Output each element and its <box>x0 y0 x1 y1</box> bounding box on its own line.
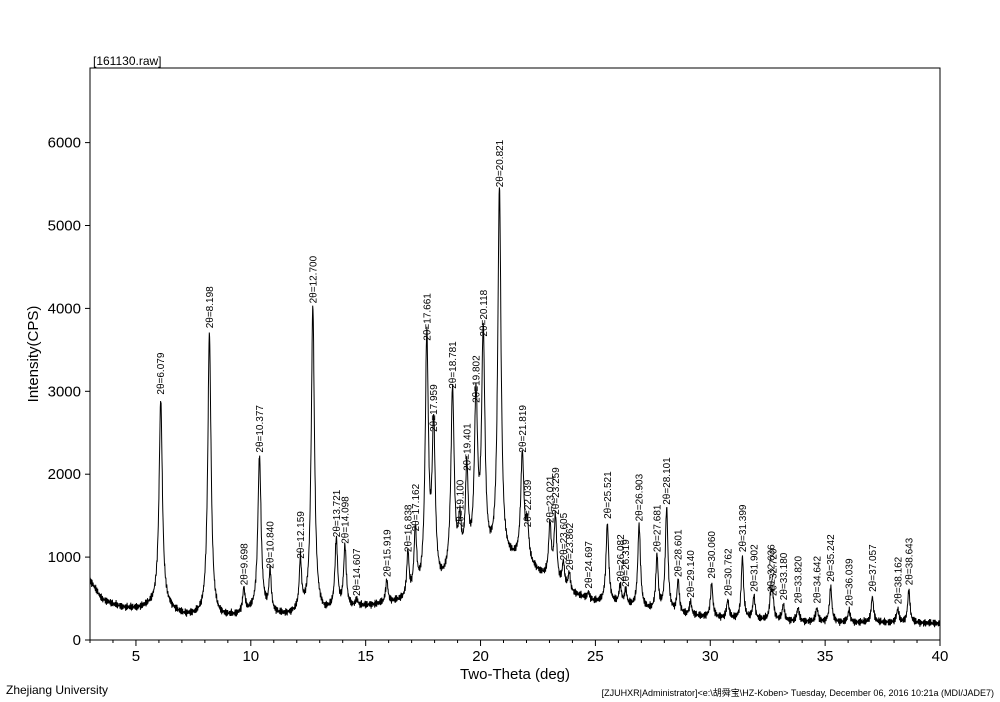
plot-frame <box>90 68 940 640</box>
peak-label: 2θ=31.902 <box>750 544 761 592</box>
peak-label: 2θ=30.060 <box>707 531 718 579</box>
x-tick-label: 20 <box>472 648 489 665</box>
peak-label: 2θ=12.159 <box>296 511 307 559</box>
x-tick-label: 30 <box>702 648 719 665</box>
x-tick-label: 35 <box>817 648 834 665</box>
peak-label: 2θ=38.162 <box>893 556 904 604</box>
peak-label: 2θ=19.401 <box>462 423 473 471</box>
peak-label: 2θ=35.242 <box>826 534 837 582</box>
y-tick-label: 5000 <box>48 218 81 235</box>
peak-label: 2θ=15.919 <box>382 529 393 577</box>
xrd-chart: [161130.raw] 0 1000 2000 3000 4000 5000 6000 5… <box>0 0 1000 702</box>
peak-label: 2θ=21.819 <box>518 405 529 453</box>
peak-label: 2θ=14.607 <box>352 548 363 596</box>
peak-label: 2θ=10.840 <box>266 521 277 569</box>
x-tick-label: 15 <box>357 648 374 665</box>
institution-label: Zhejiang University <box>6 683 108 697</box>
peak-label: 2θ=34.642 <box>812 556 823 604</box>
peak-label: 2θ=27.681 <box>653 504 664 552</box>
peak-label: 2θ=14.098 <box>341 496 352 544</box>
x-tick-label: 25 <box>587 648 604 665</box>
peak-label: 2θ=18.781 <box>448 341 459 389</box>
peak-label: 2θ=20.821 <box>495 139 506 187</box>
peak-label: 2θ=37.057 <box>868 544 879 592</box>
x-tick-label: 40 <box>932 648 949 665</box>
y-tick-label: 0 <box>73 632 81 649</box>
peak-label: 2θ=22.039 <box>523 479 534 527</box>
y-axis: 0 1000 2000 3000 4000 5000 6000 <box>48 135 90 649</box>
peak-label: 2θ=9.698 <box>239 543 250 585</box>
peak-label: 2θ=29.140 <box>686 550 697 598</box>
y-tick-label: 6000 <box>48 135 81 152</box>
peak-label: 2θ=28.101 <box>662 457 673 505</box>
peak-label: 2θ=26.903 <box>635 473 646 521</box>
peak-label: 2θ=33.820 <box>794 556 805 604</box>
peak-label: 2θ=19.100 <box>455 479 466 527</box>
peak-label: 2θ=32.720 <box>768 548 779 596</box>
x-axis: 5 10 15 20 25 30 35 40 <box>90 640 948 665</box>
peak-label: 2θ=19.802 <box>472 355 483 403</box>
peak-label: 2θ=17.162 <box>411 483 422 531</box>
peak-label: 2θ=36.039 <box>845 558 856 606</box>
y-tick-label: 3000 <box>48 383 81 400</box>
peak-label: 2θ=26.319 <box>621 539 632 587</box>
y-tick-label: 4000 <box>48 300 81 317</box>
peak-label: 2θ=17.959 <box>429 384 440 432</box>
peak-label: 2θ=28.601 <box>674 529 685 577</box>
y-axis-label: Intensity(CPS) <box>25 306 42 403</box>
peak-label: 2θ=25.521 <box>603 471 614 519</box>
peak-label: 2θ=23.259 <box>551 467 562 515</box>
peak-label: 2θ=10.377 <box>255 405 266 453</box>
peak-label: 2θ=38.643 <box>904 537 915 585</box>
x-tick-label: 5 <box>132 648 140 665</box>
peak-label: 2θ=23.862 <box>565 522 576 570</box>
peak-label: 2θ=31.399 <box>738 504 749 552</box>
x-axis-label: Two-Theta (deg) <box>460 666 570 683</box>
x-tick-label: 10 <box>242 648 259 665</box>
y-tick-label: 1000 <box>48 549 81 566</box>
peak-label: 2θ=33.180 <box>779 552 790 600</box>
file-label: [161130.raw] <box>93 54 162 68</box>
peak-label: 2θ=12.700 <box>308 255 319 303</box>
peak-label: 2θ=6.079 <box>156 352 167 394</box>
peak-label: 2θ=20.118 <box>479 289 490 336</box>
report-info: [ZJUHXR|Administrator]<e:\胡舜宝\HZ-Koben> … <box>602 686 994 699</box>
peak-label: 2θ=30.762 <box>723 548 734 596</box>
peak-label: 2θ=24.697 <box>584 541 595 589</box>
peak-label: 2θ=8.198 <box>205 286 216 328</box>
peak-label: 2θ=17.661 <box>422 293 433 341</box>
y-tick-label: 2000 <box>48 466 81 483</box>
